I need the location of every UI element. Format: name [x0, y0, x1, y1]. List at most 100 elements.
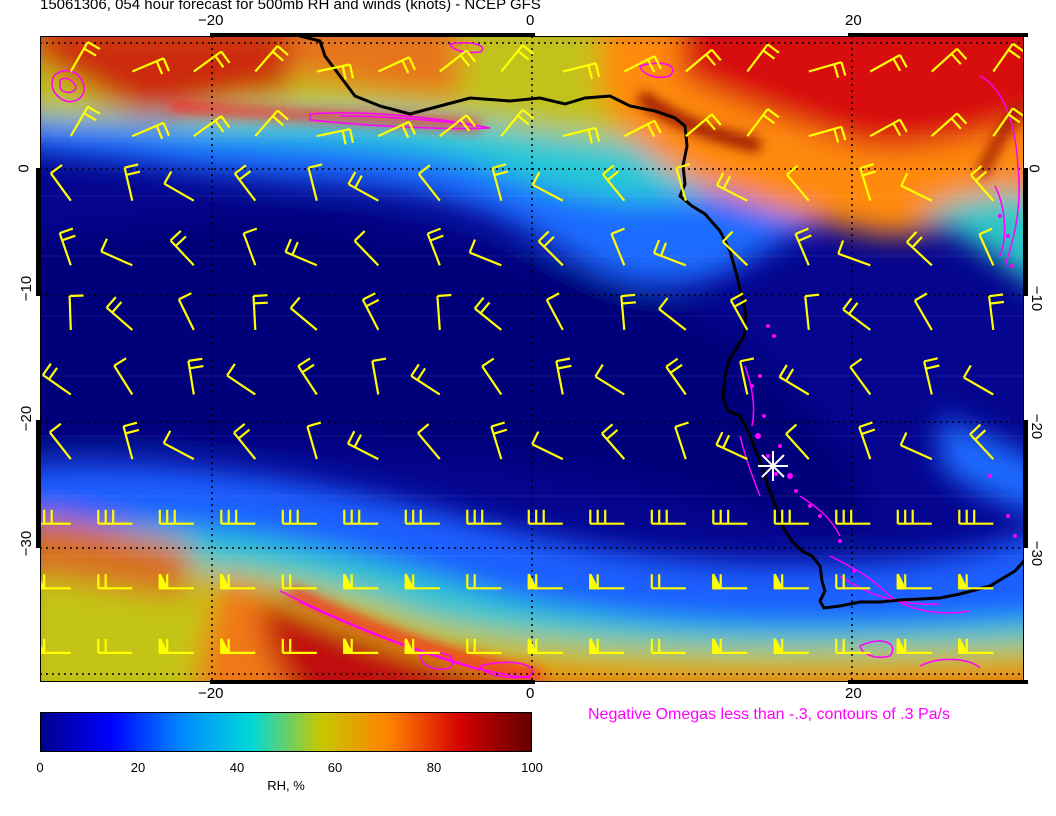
wind-barb	[610, 227, 626, 266]
frame-tick-bar	[36, 420, 40, 548]
wind-barb	[869, 54, 908, 73]
wind-barb	[601, 423, 626, 460]
wind-barb	[786, 164, 810, 202]
frame-tick-bar	[1024, 420, 1028, 548]
wind-barb	[808, 125, 847, 143]
wind-barb	[562, 126, 601, 144]
colorbar-tick-label: 80	[426, 760, 442, 775]
wind-barb	[842, 297, 871, 331]
bottom-tick-label: 0	[526, 685, 535, 702]
left-tick-label: −10	[18, 275, 36, 302]
wind-barb	[97, 509, 133, 525]
wind-barb	[254, 45, 289, 73]
left-tick-label: 0	[15, 164, 33, 173]
wind-barb	[722, 230, 749, 267]
wind-barb	[69, 41, 101, 73]
wind-barb	[992, 42, 1024, 73]
wind-barb	[555, 357, 572, 395]
wind-barb	[113, 357, 134, 396]
omega-note: Negative Omegas less than -.3, contours …	[588, 706, 950, 723]
wind-barb	[773, 509, 809, 525]
asterisk-marker-icon	[758, 451, 788, 481]
wind-barb	[281, 574, 317, 590]
wind-barb	[193, 115, 231, 137]
wind-barb	[306, 421, 322, 460]
wind-barb-pennant	[896, 573, 907, 590]
wind-barb	[343, 509, 379, 525]
wind-barb	[439, 114, 477, 137]
bottom-tick-label: 20	[845, 685, 862, 702]
wind-barb	[436, 293, 452, 330]
wind-barb-pennant	[589, 573, 600, 590]
wind-barb	[794, 227, 812, 266]
wind-barb	[69, 105, 101, 137]
wind-barb	[254, 109, 289, 137]
frame-tick-bar	[210, 680, 535, 684]
wind-barb-pennant	[158, 573, 169, 590]
wind-barb	[193, 50, 231, 73]
wind-barb	[233, 164, 257, 202]
wind-barb	[481, 357, 503, 396]
top-tick-label: −20	[198, 12, 224, 29]
wind-barb	[804, 293, 820, 331]
wind-barb-pennant	[773, 573, 784, 590]
wind-barb	[545, 292, 564, 331]
colorbar-tick-label: 40	[229, 760, 245, 775]
wind-barb	[49, 164, 72, 202]
wind-barb	[252, 294, 268, 330]
wind-barb	[602, 164, 626, 202]
wind-barb	[835, 509, 871, 525]
colorbar-title: RH, %	[267, 778, 305, 793]
wind-barb	[958, 509, 994, 525]
wind-barb	[665, 357, 687, 396]
wind-barb	[316, 63, 354, 80]
wind-barb	[122, 421, 140, 460]
frame-tick-bar	[1024, 168, 1028, 296]
wind-barb	[466, 574, 502, 590]
wind-barb	[594, 364, 625, 396]
wind-barb	[226, 363, 256, 396]
coastline	[299, 36, 1024, 610]
wind-barb-pennant	[527, 638, 538, 654]
wind-barb	[371, 357, 387, 395]
omega-speckles	[750, 214, 1017, 573]
wind-barb	[658, 297, 687, 331]
wind-barb-pennant	[158, 638, 169, 654]
wind-barb	[537, 230, 564, 267]
wind-barb	[491, 163, 509, 201]
wind-barb	[316, 128, 354, 145]
wind-barb	[650, 574, 686, 590]
right-tick-label: −20	[1028, 413, 1046, 440]
rh-colorbar	[40, 712, 532, 752]
wind-barb-pennant	[958, 638, 969, 654]
wind-barbs	[40, 41, 1024, 654]
wind-barb	[97, 638, 133, 654]
wind-barb	[426, 227, 444, 266]
wind-barb-pennant	[712, 573, 723, 590]
wind-barb	[913, 292, 933, 331]
wind-barb	[417, 423, 441, 460]
wind-barb	[900, 172, 933, 202]
wind-barb	[123, 163, 141, 201]
wind-barb	[869, 118, 908, 138]
wind-barb	[589, 509, 625, 525]
wind-barb	[746, 108, 780, 137]
wind-barb	[131, 57, 171, 75]
colorbar-tick-label: 60	[327, 760, 343, 775]
wind-barb	[466, 509, 502, 525]
rh-wind-map	[40, 36, 1024, 682]
wind-barb	[284, 238, 318, 267]
colorbar-tick-label: 100	[521, 760, 543, 775]
top-tick-label: 0	[526, 12, 535, 29]
wind-barb	[48, 422, 72, 460]
wind-barb	[281, 509, 317, 525]
wind-barb	[562, 62, 601, 79]
wind-barb-pennant	[712, 638, 723, 654]
wind-barb	[849, 357, 872, 396]
wind-barb	[169, 230, 195, 267]
wind-barb	[716, 172, 748, 202]
wind-barb	[97, 574, 133, 590]
wind-barb	[353, 230, 380, 267]
wind-barb	[297, 357, 318, 396]
wind-barb	[281, 638, 317, 654]
